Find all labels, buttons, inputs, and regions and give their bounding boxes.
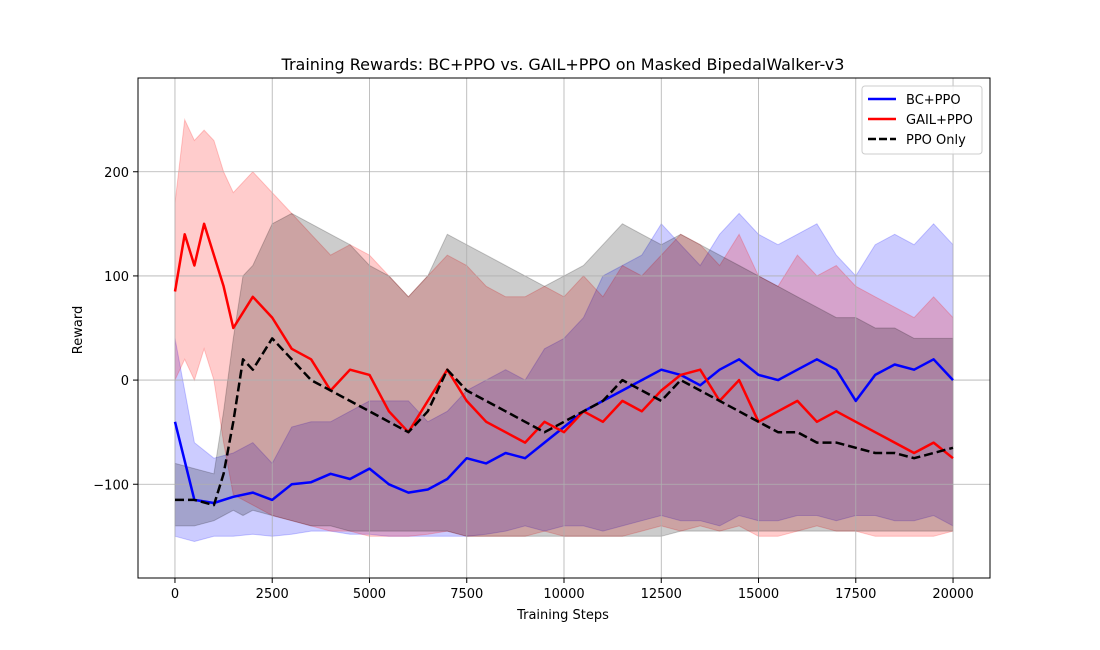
x-tick-label: 15000 (738, 587, 779, 602)
x-tick-label: 17500 (835, 587, 876, 602)
x-axis-label: Training Steps (516, 608, 609, 623)
chart-title: Training Rewards: BC+PPO vs. GAIL+PPO on… (281, 55, 845, 74)
y-axis-label: Reward (71, 306, 86, 354)
x-tick-label: 10000 (543, 587, 584, 602)
x-tick-label: 2500 (256, 587, 289, 602)
x-tick-label: 5000 (353, 587, 386, 602)
y-tick-label: −100 (93, 478, 129, 493)
y-tick-label: 200 (104, 166, 129, 181)
x-tick-label: 7500 (450, 587, 483, 602)
x-tick-label: 12500 (641, 587, 682, 602)
legend-label: BC+PPO (906, 93, 961, 108)
series-line-ppo-only (175, 337, 954, 507)
y-axis-ticks: −100 0 100 200 (93, 166, 138, 493)
legend: BC+PPO GAIL+PPO PPO Only (861, 85, 983, 155)
x-tick-label: 20000 (932, 587, 973, 602)
grid-lines (138, 78, 990, 578)
y-tick-label: 0 (121, 374, 129, 389)
legend-box (861, 85, 983, 155)
x-axis-ticks: 0 2500 5000 7500 10000 12500 15000 17500 20000 (171, 578, 974, 602)
x-tick-label: 0 (171, 587, 179, 602)
legend-label: GAIL+PPO (906, 113, 973, 128)
series-line-bc-ppo (173, 358, 954, 505)
series-lines (173, 222, 954, 507)
series-line-gail-ppo (173, 222, 954, 460)
legend-label: PPO Only (906, 133, 966, 148)
y-tick-label: 100 (104, 270, 129, 285)
